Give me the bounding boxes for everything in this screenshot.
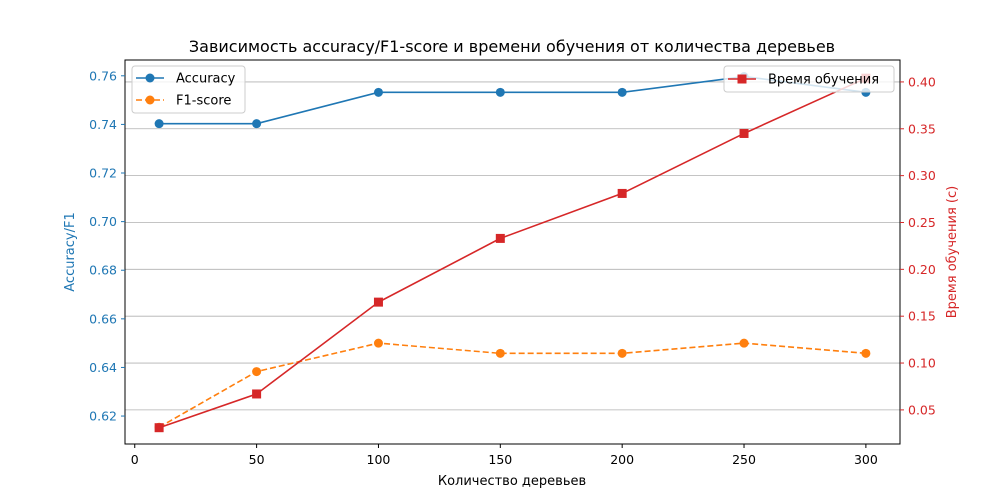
data-point-training-time — [373, 297, 383, 307]
data-point-accuracy — [495, 87, 505, 97]
x-tick-label: 50 — [249, 452, 265, 467]
y-axis-right-label: Время обучения (с) — [945, 186, 960, 318]
legend-label-training-time: Время обучения — [768, 73, 879, 88]
legend-marker-training-time — [737, 74, 747, 84]
y-left-tick-label: 0.66 — [89, 311, 117, 326]
data-point-training-time — [252, 389, 262, 399]
y-right-tick-label: 0.15 — [908, 309, 936, 324]
y-left-tick-label: 0.68 — [89, 263, 117, 278]
data-point-f1-score — [617, 348, 627, 358]
plot-frame — [124, 59, 901, 445]
data-point-accuracy — [373, 87, 383, 97]
data-point-accuracy — [154, 119, 164, 129]
y-axis-left: 0.62 0.64 0.66 0.68 0.70 0.72 0.74 0.76 — [89, 68, 125, 424]
x-tick-label: 250 — [732, 452, 756, 467]
y-left-tick-label: 0.64 — [89, 360, 117, 375]
y-right-tick-label: 0.20 — [908, 262, 936, 277]
legend-left: Accuracy F1-score — [131, 65, 246, 114]
legend-label-f1-score: F1-score — [176, 94, 231, 109]
data-point-f1-score — [739, 338, 749, 348]
data-point-f1-score — [252, 367, 262, 377]
data-point-accuracy — [617, 87, 627, 97]
data-point-training-time — [739, 128, 749, 138]
data-point-f1-score — [373, 338, 383, 348]
y-right-tick-label: 0.40 — [908, 74, 936, 89]
x-axis-label: Количество деревьев — [438, 474, 586, 489]
x-tick-label: 200 — [610, 452, 634, 467]
legend-right: Время обучения — [723, 65, 895, 93]
data-point-training-time — [495, 233, 505, 243]
y-right-tick-label: 0.25 — [908, 215, 936, 230]
legend-marker-accuracy — [145, 73, 155, 83]
y-right-tick-label: 0.30 — [908, 168, 936, 183]
y-axis-left-label: Accuracy/F1 — [63, 212, 78, 291]
legend-marker-f1-score — [145, 95, 155, 105]
data-point-f1-score — [495, 348, 505, 358]
y-left-tick-label: 0.70 — [89, 214, 117, 229]
y-right-tick-label: 0.05 — [908, 402, 936, 417]
x-tick-label: 0 — [131, 452, 139, 467]
data-point-training-time — [154, 423, 164, 433]
y-left-tick-label: 0.72 — [89, 166, 117, 181]
x-tick-label: 300 — [854, 452, 878, 467]
data-point-f1-score — [861, 348, 871, 358]
x-tick-label: 150 — [488, 452, 512, 467]
grid-layer — [125, 81, 900, 411]
x-axis: 0 50 100 150 200 250 300 — [131, 444, 878, 467]
x-tick-label: 100 — [367, 452, 391, 467]
y-left-tick-label: 0.62 — [89, 409, 117, 424]
y-axis-right: 0.05 0.10 0.15 0.20 0.25 0.30 0.35 0.40 — [900, 74, 936, 417]
legend-label-accuracy: Accuracy — [176, 72, 236, 87]
y-right-tick-label: 0.10 — [908, 356, 936, 371]
y-left-tick-label: 0.74 — [89, 117, 117, 132]
data-point-training-time — [617, 188, 627, 198]
data-point-accuracy — [252, 119, 262, 129]
y-left-tick-label: 0.76 — [89, 68, 117, 83]
y-right-tick-label: 0.35 — [908, 121, 936, 136]
legend-right-frame — [723, 65, 895, 93]
chart-title: Зависимость accuracy/F1-score и времени … — [189, 37, 835, 56]
